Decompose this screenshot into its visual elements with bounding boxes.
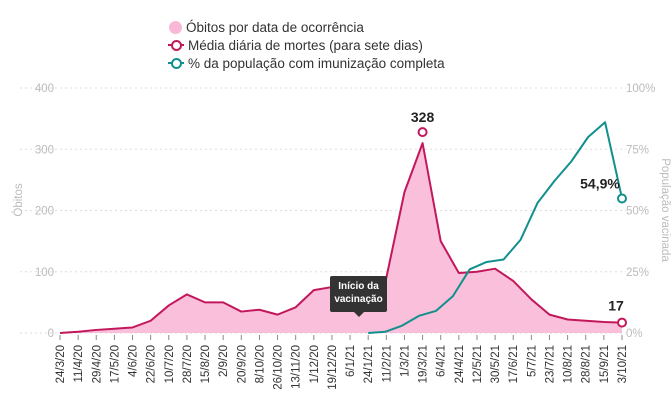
y-axis-left-title: Óbitos — [12, 183, 25, 216]
x-tick-label: 24/3/20 — [55, 345, 67, 383]
x-tick-label: 26/10/20 — [273, 345, 285, 390]
legend-deaths-label: Média diária de mortes (para sete dias) — [188, 37, 423, 53]
daily-deaths-area — [60, 143, 622, 333]
legend-vaccine-swatch — [168, 57, 184, 69]
x-tick-label: 1/12/20 — [309, 345, 321, 383]
y-left-tick-label: 300 — [35, 144, 54, 156]
x-tick-label: 19/3/21 — [418, 345, 430, 383]
legend-area-label: Óbitos por data de ocorrência — [186, 19, 364, 35]
tooltip-line-1: Início da — [338, 281, 379, 292]
x-tick-label: 19/12/20 — [327, 345, 339, 390]
x-tick-label: 24/1/21 — [363, 345, 375, 383]
x-tick-label: 11/4/20 — [73, 345, 85, 383]
x-tick-label: 8/10/20 — [254, 345, 266, 383]
x-tick-label: 3/10/21 — [617, 345, 629, 383]
x-tick-label: 17/5/20 — [109, 345, 121, 383]
x-tick-label: 30/5/21 — [490, 345, 502, 383]
legend-vaccine-label: % da população com imunização completa — [188, 55, 445, 71]
legend-deaths-swatch — [168, 39, 184, 51]
x-tick-label: 28/8/21 — [581, 345, 593, 383]
y-left-tick-label: 200 — [35, 206, 54, 218]
x-tick-label: 28/7/20 — [182, 345, 194, 383]
x-tick-label: 6/4/21 — [436, 345, 448, 377]
legend-item-area[interactable]: Óbitos por data de ocorrência — [168, 18, 445, 36]
last-vaccine-marker — [617, 193, 627, 204]
x-tick-label: 11/2/21 — [381, 345, 393, 383]
vaccination-start-tooltip: Início da vacinação — [330, 276, 387, 317]
x-tick-label: 17/6/21 — [508, 345, 520, 383]
last-deaths-label: 17 — [608, 298, 624, 314]
annotation-markers: 328 17 54,9% — [411, 109, 627, 328]
x-tick-label: 4/6/20 — [128, 345, 140, 377]
x-tick-label: 5/7/21 — [526, 345, 538, 377]
tooltip-line-2: vacinação — [334, 294, 383, 305]
axis-ticks: 0 0% 100 25% 200 50% 300 75% 400 100% 24/3/20 11/4/… — [35, 83, 656, 390]
x-tick-label: 15/8/20 — [200, 345, 212, 383]
x-tick-label: 20/9/20 — [236, 345, 248, 383]
x-tick-label: 24/4/21 — [454, 345, 466, 383]
vaccine-coverage-line — [368, 121, 623, 334]
y-right-tick-label: 75% — [626, 144, 649, 156]
legend-area-swatch — [169, 20, 182, 34]
x-tick-label: 29/4/20 — [91, 345, 103, 383]
peak-deaths-marker — [417, 127, 428, 138]
legend-item-vaccine[interactable]: % da população com imunização completa — [168, 54, 445, 72]
y-axis-right-title: População vacinada — [659, 158, 671, 262]
last-deaths-marker — [617, 317, 627, 328]
legend: Óbitos por data de ocorrência Média diár… — [168, 18, 445, 72]
y-left-tick-label: 100 — [35, 267, 54, 279]
x-tick-label: 22/6/20 — [146, 345, 158, 383]
y-right-tick-label: 25% — [626, 267, 649, 279]
y-right-tick-label: 50% — [626, 206, 649, 218]
y-right-tick-label: 100% — [626, 83, 655, 95]
last-vaccine-label: 54,9% — [580, 175, 620, 191]
x-tick-label: 10/7/20 — [164, 345, 176, 383]
y-right-tick-label: 0% — [626, 328, 643, 340]
legend-item-deaths[interactable]: Média diária de mortes (para sete dias) — [168, 36, 445, 54]
x-tick-label: 12/5/21 — [472, 345, 484, 383]
y-left-tick-label: 0 — [48, 328, 54, 340]
x-tick-label: 23/7/21 — [544, 345, 556, 383]
x-tick-label: 10/8/21 — [563, 345, 575, 383]
y-left-tick-label: 400 — [35, 83, 54, 95]
x-tick-label: 1/3/21 — [399, 345, 411, 377]
peak-deaths-label: 328 — [411, 109, 435, 125]
x-tick-label: 15/9/21 — [599, 345, 611, 383]
x-tick-label: 2/9/20 — [218, 345, 230, 377]
daily-deaths-area-shape — [60, 143, 622, 333]
x-tick-label: 6/1/21 — [345, 345, 357, 377]
x-tick-label: 13/11/20 — [291, 345, 303, 389]
